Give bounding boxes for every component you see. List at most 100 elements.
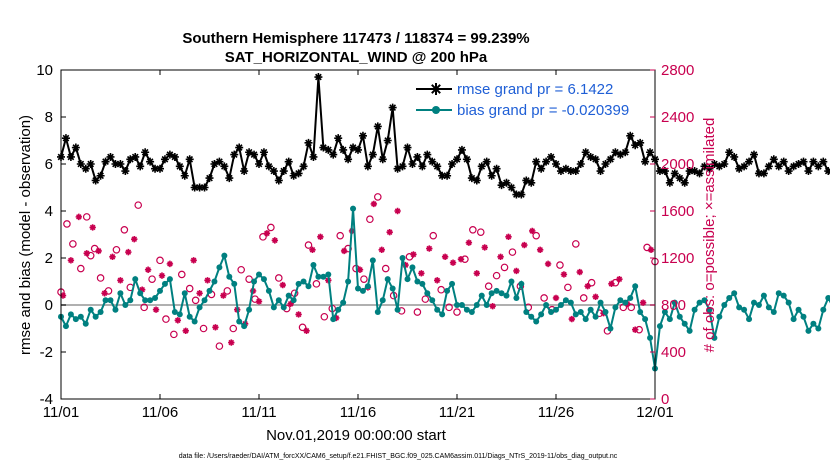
rmse-point bbox=[96, 171, 105, 180]
bias-point bbox=[676, 313, 683, 320]
bias-point bbox=[800, 313, 807, 320]
bias-point bbox=[760, 292, 767, 299]
rmse-point bbox=[596, 167, 605, 176]
rmse-point bbox=[636, 138, 645, 147]
bias-point bbox=[201, 297, 208, 304]
obs-assimilated-point bbox=[196, 290, 203, 297]
bias-point bbox=[97, 309, 104, 316]
obs-assimilated-point bbox=[449, 259, 457, 266]
legend-bias-label: bias grand pr = -0.020399 bbox=[457, 102, 629, 119]
bias-point bbox=[221, 252, 228, 259]
obs-assimilated-point bbox=[473, 270, 480, 277]
rmse-point bbox=[329, 150, 338, 159]
bias-point bbox=[191, 318, 198, 325]
obs-possible-point bbox=[366, 215, 374, 224]
rmse-point bbox=[215, 157, 224, 166]
rmse-point bbox=[641, 157, 650, 166]
legend-bias-marker-icon bbox=[432, 106, 440, 114]
bias-point bbox=[513, 294, 520, 301]
rmse-point bbox=[571, 167, 580, 176]
y-axis-label: rmse and bias (model - observation) bbox=[17, 115, 34, 355]
x-tick-label: 11/01 bbox=[43, 404, 79, 421]
bias-point bbox=[686, 327, 693, 334]
obs-assimilated-point bbox=[182, 327, 189, 335]
rmse-point bbox=[566, 167, 575, 176]
bias-point bbox=[246, 306, 253, 313]
plot-area bbox=[61, 70, 655, 399]
bias-point bbox=[528, 313, 535, 320]
obs-assimilated-point bbox=[616, 275, 623, 283]
obs-possible-point bbox=[298, 323, 307, 332]
obs-assimilated-point bbox=[333, 314, 340, 322]
bias-point bbox=[780, 292, 787, 299]
rmse-point bbox=[363, 162, 372, 171]
obs-assimilated-point bbox=[152, 306, 160, 313]
bias-point bbox=[434, 306, 441, 313]
bias-point bbox=[310, 262, 317, 269]
rmse-point bbox=[705, 164, 714, 173]
bias-point bbox=[617, 297, 624, 304]
rmse-point bbox=[61, 134, 70, 143]
obs-assimilated-point bbox=[410, 251, 417, 258]
bias-point bbox=[231, 280, 238, 287]
bias-point bbox=[726, 294, 733, 301]
bias-point bbox=[166, 276, 173, 283]
obs-assimilated-point bbox=[632, 326, 639, 333]
rmse-point bbox=[324, 145, 333, 154]
obs-assimilated-point bbox=[521, 241, 528, 249]
obs-assimilated-point bbox=[497, 253, 504, 261]
rmse-point bbox=[354, 145, 362, 154]
rmse-point bbox=[156, 164, 164, 173]
bias-point bbox=[582, 316, 589, 323]
y-tick-label: 4 bbox=[45, 203, 53, 220]
rmse-point bbox=[259, 148, 268, 157]
bias-point bbox=[290, 297, 297, 304]
rmse-point bbox=[804, 167, 813, 176]
x-tick-label: 12/01 bbox=[636, 404, 674, 421]
obs-assimilated-point bbox=[228, 339, 235, 346]
bias-point bbox=[597, 299, 604, 306]
obs-assimilated-point bbox=[271, 237, 279, 244]
rmse-point bbox=[264, 162, 273, 171]
rmse-point bbox=[754, 169, 763, 178]
rmse-point bbox=[655, 167, 664, 176]
obs-assimilated-point bbox=[639, 299, 647, 306]
obs-assimilated-point bbox=[138, 286, 146, 293]
bias-point bbox=[196, 304, 203, 311]
bias-point bbox=[647, 334, 654, 341]
y2-tick-label: 800 bbox=[661, 297, 686, 314]
bias-point bbox=[147, 297, 154, 304]
obs-assimilated-point bbox=[303, 327, 310, 335]
x-tick-label: 11/26 bbox=[538, 404, 574, 421]
bias-point bbox=[419, 280, 426, 287]
bias-point bbox=[171, 309, 178, 316]
bias-point bbox=[186, 313, 193, 320]
obs-possible-point bbox=[304, 241, 313, 249]
rmse-point bbox=[547, 152, 556, 161]
rmse-point bbox=[502, 178, 511, 187]
bias-point bbox=[394, 306, 401, 313]
bias-point bbox=[642, 316, 649, 323]
rmse-point bbox=[759, 169, 768, 178]
rmse-point bbox=[764, 162, 773, 171]
obs-possible-point bbox=[508, 248, 517, 256]
rmse-point bbox=[279, 167, 288, 176]
bias-point bbox=[226, 273, 233, 280]
x-axis-label: Nov.01,2019 00:00:00 start bbox=[266, 427, 447, 444]
y2-tick-label: 0 bbox=[661, 391, 669, 408]
obs-possible-point bbox=[540, 294, 548, 302]
obs-possible-point bbox=[120, 226, 129, 234]
rmse-point bbox=[91, 176, 100, 185]
obs-assimilated-point bbox=[340, 247, 348, 255]
bias-point bbox=[533, 318, 540, 325]
chart-subtitle: SAT_HORIZONTAL_WIND @ 200 hPa bbox=[225, 49, 488, 66]
bias-point bbox=[137, 290, 144, 297]
bias-point bbox=[320, 273, 327, 280]
y2-tick-label: 2400 bbox=[661, 109, 694, 126]
bias-point bbox=[216, 264, 223, 271]
rmse-point bbox=[542, 157, 551, 166]
bias-point bbox=[458, 302, 465, 308]
rmse-point bbox=[289, 171, 298, 180]
bias-point bbox=[612, 304, 619, 311]
